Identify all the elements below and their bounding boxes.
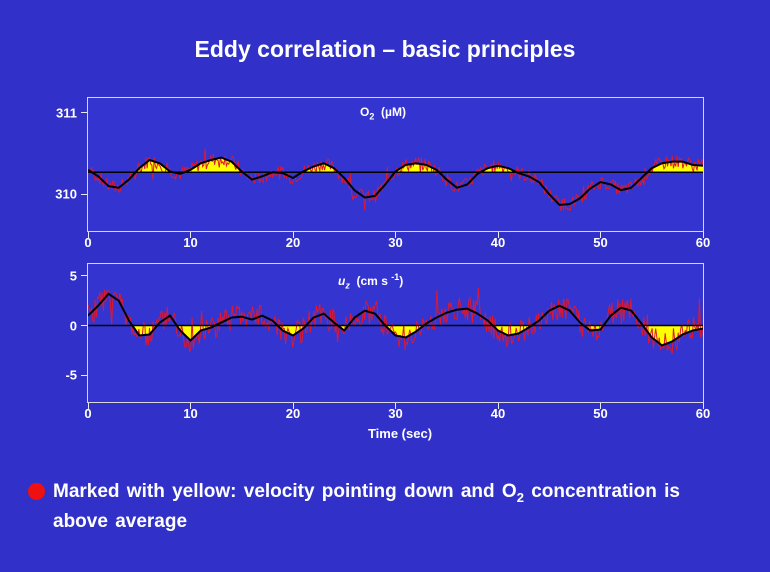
o2-x-tick-label: 10 <box>183 235 198 250</box>
bullet-icon <box>28 483 45 500</box>
uz-y-tick-mark <box>81 374 87 376</box>
o2-x-tick-label: 20 <box>285 235 301 250</box>
o2-y-tick-mark <box>81 193 87 195</box>
annotation-note: Marked with yellow: velocity pointing do… <box>53 481 680 532</box>
o2-y-tick-label: 310 <box>55 186 77 202</box>
o2-chart-label: O2 (µM) <box>360 105 406 122</box>
uz-x-tick-label: 50 <box>593 406 608 421</box>
uz-raw-series <box>88 287 703 354</box>
o2-x-tick-label: 30 <box>388 235 403 250</box>
uz-x-tick-label: 20 <box>285 406 301 421</box>
o2-x-tick-label: 0 <box>84 235 92 250</box>
o2-x-tick-mark <box>497 232 499 238</box>
uz-y-tick-label: 5 <box>69 268 77 284</box>
uz-y-tick-mark <box>81 275 87 277</box>
o2-x-tick-label: 50 <box>593 235 608 250</box>
o2-y-tick-label: 311 <box>56 105 77 121</box>
uz-chart-panel: uz (cm s -1) <box>87 263 704 403</box>
o2-x-tick-mark <box>600 232 601 238</box>
uz-y-tick-mark <box>81 325 87 327</box>
o2-x-tick-label: 40 <box>490 235 506 250</box>
uz-x-tick-mark <box>395 403 396 409</box>
uz-y-tick-label: -5 <box>65 367 77 383</box>
uz-y-tick-label: 0 <box>69 318 77 334</box>
o2-plot <box>88 148 703 212</box>
uz-smoothed-series <box>88 292 703 347</box>
o2-x-tick-mark <box>190 232 191 238</box>
uz-x-tick-mark <box>600 403 601 409</box>
uz-x-tick-label: 60 <box>695 406 711 421</box>
x-axis-label: Time (sec) <box>367 426 433 441</box>
o2-y-tick-mark <box>81 112 87 114</box>
uz-x-tick-mark <box>87 403 89 409</box>
o2-smoothed-series <box>88 156 703 206</box>
uz-x-tick-label: 10 <box>183 406 198 421</box>
uz-x-tick-mark <box>190 403 191 409</box>
uz-plot <box>88 287 703 354</box>
uz-x-tick-mark <box>702 403 704 409</box>
uz-chart-label: uz (cm s -1) <box>338 272 404 291</box>
o2-x-tick-mark <box>87 232 89 238</box>
o2-chart-panel: O2 (µM) <box>87 97 704 232</box>
uz-x-tick-label: 40 <box>490 406 506 421</box>
uz-x-tick-label: 0 <box>84 406 92 421</box>
uz-x-tick-mark <box>497 403 499 409</box>
o2-raw-series <box>88 148 703 212</box>
uz-x-tick-mark <box>292 403 294 409</box>
uz-x-tick-label: 30 <box>388 406 403 421</box>
o2-x-tick-mark <box>395 232 396 238</box>
o2-x-tick-label: 60 <box>695 235 711 250</box>
slide-title: Eddy correlation – basic principles <box>194 36 576 62</box>
o2-x-tick-mark <box>702 232 704 238</box>
o2-x-tick-mark <box>292 232 294 238</box>
o2-fill-area <box>88 157 703 173</box>
